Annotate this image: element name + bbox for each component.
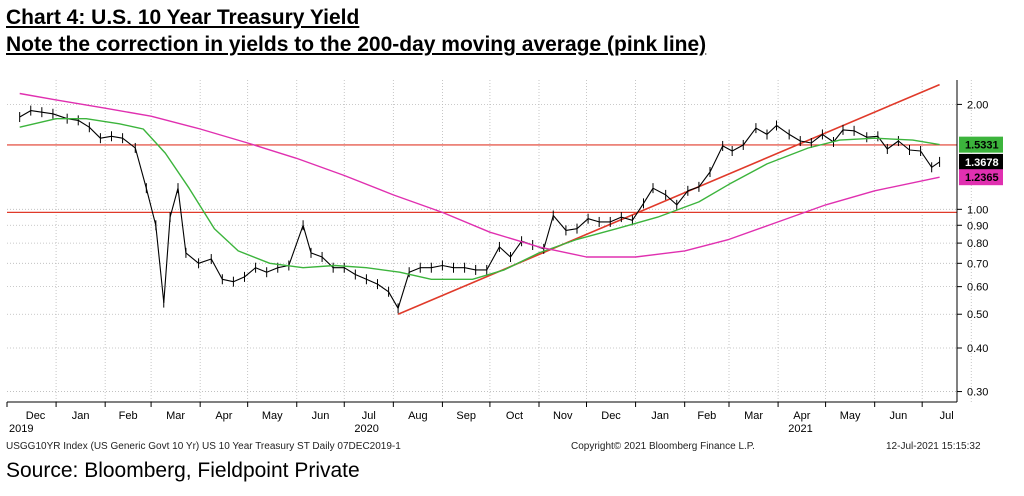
x-tick-label: May [840, 410, 861, 422]
x-year-label: 2020 [354, 423, 378, 435]
value-tag: 1.2365 [959, 169, 1003, 186]
x-tick-label: Mar [166, 410, 185, 422]
value-tags: 1.5331 1.3678 1.2365 [959, 136, 1003, 186]
y-tick-label: 0.40 [967, 343, 988, 355]
x-tick-label: Apr [793, 410, 810, 422]
y-tick-label: 0.80 [967, 238, 988, 250]
value-tag-box [959, 169, 1003, 186]
chart-subtitle: Note the correction in yields to the 200… [6, 33, 707, 56]
y-tick-label: 2.00 [967, 99, 988, 111]
x-tick-label: Jun [312, 410, 330, 422]
yield-chart: 2.00 1.00 0.90 0.80 0.70 0.60 0.50 0.40 0.30 Dec J… [6, 80, 1003, 435]
x-tick-label: Jul [362, 410, 376, 422]
moving-average-200-line [19, 92, 940, 258]
chart-title: Chart 4: U.S. 10 Year Treasury Yield [6, 6, 360, 29]
y-tick-label: 0.70 [967, 258, 988, 270]
trend-line [397, 83, 940, 315]
y-tick-label: 0.50 [967, 309, 988, 321]
value-tag: 1.3678 [959, 153, 1003, 170]
footer-timestamp: 12-Jul-2021 15:15:32 [886, 441, 981, 452]
x-tick-label: Jul [940, 410, 954, 422]
y-tick-label: 0.30 [967, 387, 988, 399]
x-tick-label: Jan [651, 410, 669, 422]
x-tick-label: Feb [697, 410, 716, 422]
x-tick-label: Dec [601, 410, 621, 422]
x-tick-label: Feb [119, 410, 138, 422]
value-tag-label: 1.3678 [965, 157, 999, 169]
value-tag-box [959, 136, 1003, 153]
x-tick-label: Apr [215, 410, 232, 422]
moving-average-short-line [19, 118, 940, 281]
value-tag: 1.5331 [959, 136, 1003, 153]
footer-index-info: USGG10YR Index (US Generic Govt 10 Yr) U… [6, 441, 401, 452]
x-tick-label: Jun [890, 410, 908, 422]
x-tick-label: Oct [506, 410, 523, 422]
x-tick-label: Aug [408, 410, 428, 422]
source-note: Source: Bloomberg, Fieldpoint Private [6, 459, 360, 482]
series-lines [19, 92, 941, 314]
value-tag-label: 1.5331 [965, 140, 999, 152]
x-year-label: 2021 [788, 423, 812, 435]
axes: 2.00 1.00 0.90 0.80 0.70 0.60 0.50 0.40 0.30 Dec J… [6, 80, 988, 435]
value-tag-label: 1.2365 [965, 172, 999, 184]
grid-lines [7, 80, 972, 402]
footer-copyright: Copyright© 2021 Bloomberg Finance L.P. [571, 441, 755, 452]
x-tick-label: Dec [26, 410, 46, 422]
value-tag-box [959, 153, 1003, 170]
x-tick-label: Jan [72, 410, 90, 422]
y-tick-label: 0.60 [967, 282, 988, 294]
x-tick-label: Sep [456, 410, 476, 422]
y-tick-label: 0.90 [967, 220, 988, 232]
reference-lines [7, 83, 957, 315]
x-tick-label: May [262, 410, 283, 422]
x-year-label: 2019 [9, 423, 33, 435]
x-tick-label: Mar [744, 410, 763, 422]
x-tick-label: Nov [553, 410, 573, 422]
y-tick-label: 1.00 [967, 204, 988, 216]
